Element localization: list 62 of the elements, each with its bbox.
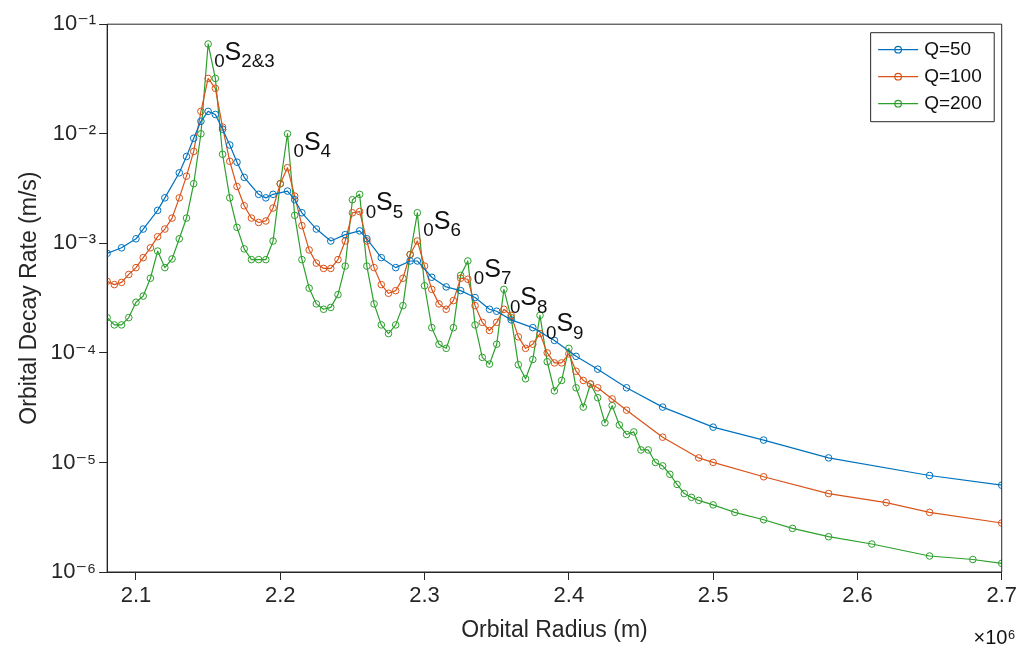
point <box>492 307 501 316</box>
point <box>759 436 768 444</box>
x-tick-label: 2.2 <box>264 582 296 608</box>
y-tick-label: 10⁻³ <box>52 229 97 255</box>
point <box>312 225 321 233</box>
point <box>456 286 465 295</box>
point <box>240 173 249 182</box>
x-tick-label: 2.5 <box>697 582 729 608</box>
point <box>139 225 148 233</box>
point <box>153 206 162 215</box>
point <box>709 423 717 431</box>
x-tick-label: 2.4 <box>553 582 585 608</box>
point <box>925 471 934 480</box>
point <box>283 187 292 195</box>
y-axis-title: Orbital Decay Rate (m/s) <box>15 171 42 425</box>
point <box>572 352 580 361</box>
point <box>189 134 198 143</box>
x-tick-label: 2.3 <box>409 582 440 608</box>
x-tick-label: 2.1 <box>120 582 152 608</box>
point <box>355 227 364 235</box>
point <box>406 257 414 265</box>
point <box>377 253 386 262</box>
point <box>442 283 451 291</box>
point <box>117 244 126 252</box>
x-tick-label: 2.6 <box>842 582 873 608</box>
point <box>622 384 631 392</box>
x-axis-title: Orbital Radius (m) <box>461 615 648 642</box>
point <box>341 230 350 239</box>
point <box>204 107 212 116</box>
point <box>233 158 241 167</box>
point <box>161 194 169 202</box>
point <box>269 190 277 199</box>
legend-label: Q=50 <box>924 37 972 59</box>
point <box>471 293 479 302</box>
point <box>485 305 494 314</box>
point <box>427 273 436 282</box>
x-tick-label: 2.7 <box>986 582 1018 608</box>
point <box>391 263 400 272</box>
legend-label: Q=100 <box>924 64 982 86</box>
y-tick-label: 10⁻⁴ <box>50 338 97 364</box>
y-tick-label: 10⁻¹ <box>52 10 97 36</box>
point <box>211 110 220 119</box>
legend-label: Q=200 <box>924 91 982 113</box>
point <box>298 208 306 217</box>
point <box>413 257 422 265</box>
point <box>658 403 667 411</box>
y-tick-label: 10⁻⁵ <box>50 448 97 474</box>
y-tick-label: 10⁻² <box>52 119 97 145</box>
point <box>225 141 234 149</box>
point <box>132 234 140 243</box>
point <box>528 323 537 332</box>
y-tick-label: 10⁻⁶ <box>51 558 97 584</box>
point <box>254 190 263 199</box>
text: ×10⁶ <box>973 626 1016 648</box>
point <box>824 454 833 462</box>
point <box>175 169 184 177</box>
point <box>593 365 602 373</box>
point <box>290 195 299 204</box>
point <box>197 117 205 126</box>
point <box>326 237 335 245</box>
point <box>182 152 191 161</box>
point <box>262 194 270 202</box>
